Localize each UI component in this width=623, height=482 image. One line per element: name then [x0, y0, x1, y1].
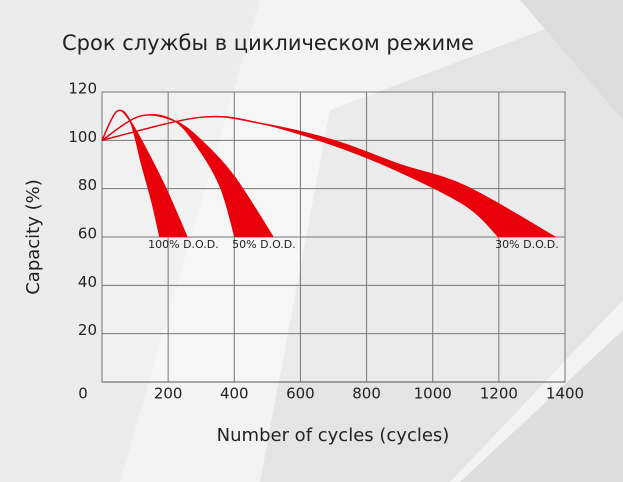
x-tick-label: 1000 — [414, 385, 452, 403]
x-tick-label: 800 — [352, 385, 381, 403]
band-inner-line — [101, 114, 236, 238]
band-label: 30% D.O.D. — [495, 238, 559, 251]
band-inner-line — [101, 109, 161, 238]
y-tick-label: 80 — [78, 176, 97, 194]
band-inner-line — [101, 115, 500, 238]
y-tick-label: 40 — [78, 273, 97, 291]
y-tick-label: 60 — [78, 225, 97, 243]
y-tick-label: 100 — [68, 128, 97, 146]
x-tick-label: 200 — [154, 385, 183, 403]
x-tick-label: 400 — [220, 385, 249, 403]
band-fill — [102, 114, 273, 237]
band-fill — [102, 116, 556, 237]
y-axis-label: Capacity (%) — [23, 179, 44, 295]
x-tick-label: 1200 — [480, 385, 518, 403]
x-tick-label: 0 — [78, 385, 88, 403]
y-tick-label: 20 — [78, 321, 97, 339]
bg-shape — [0, 0, 260, 482]
band-label: 100% D.O.D. — [148, 238, 219, 251]
x-tick-label: 1400 — [546, 385, 584, 403]
chart-title: Срок службы в циклическом режиме — [62, 31, 474, 55]
bg-shape — [460, 330, 623, 482]
band-label: 50% D.O.D. — [232, 238, 296, 251]
bg-shape — [520, 0, 623, 120]
x-axis-label: Number of cycles (cycles) — [217, 425, 450, 446]
x-tick-label: 600 — [286, 385, 315, 403]
bg-shape — [260, 0, 623, 482]
y-tick-label: 120 — [68, 80, 97, 98]
